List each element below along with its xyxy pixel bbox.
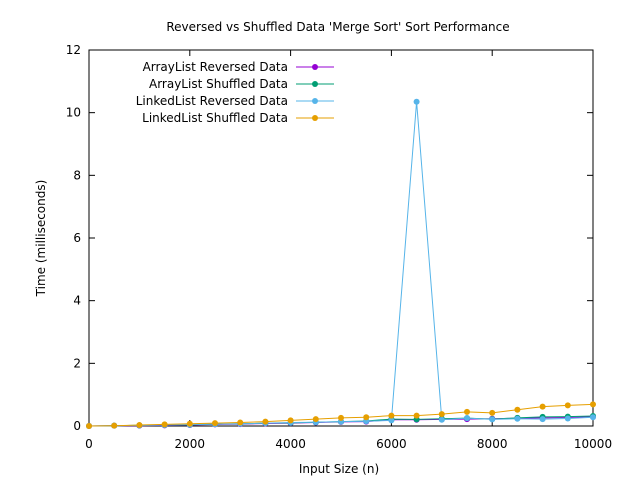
data-point <box>312 416 319 423</box>
data-point <box>262 418 269 425</box>
x-tick-label: 0 <box>85 437 93 451</box>
x-tick-label: 4000 <box>275 437 306 451</box>
data-point <box>413 98 420 105</box>
data-point <box>539 403 546 410</box>
data-point <box>111 422 118 429</box>
data-point <box>514 406 521 413</box>
data-point <box>161 421 168 428</box>
y-tick-label: 0 <box>73 419 81 433</box>
y-tick-label: 12 <box>66 43 81 57</box>
y-axis-label: Time (milliseconds) <box>34 180 48 298</box>
data-point <box>338 414 344 421</box>
legend: ArrayList Reversed Data ArrayList Shuffle… <box>136 60 334 125</box>
legend-label: ArrayList Reversed Data <box>143 60 288 74</box>
y-tick-label: 2 <box>73 356 81 370</box>
chart-title: Reversed vs Shuffled Data 'Merge Sort' S… <box>166 20 509 34</box>
data-point <box>564 402 571 409</box>
data-point <box>464 408 470 415</box>
data-point <box>363 414 370 421</box>
data-point <box>489 416 496 423</box>
legend-marker <box>312 81 318 87</box>
series-3 <box>86 401 596 429</box>
data-point <box>438 411 445 418</box>
data-point <box>564 415 571 422</box>
data-point <box>136 422 143 429</box>
x-tick-label: 8000 <box>477 437 508 451</box>
x-axis: 0 2000 4000 6000 8000 10000 <box>85 50 612 451</box>
legend-label: ArrayList Shuffled Data <box>149 77 288 91</box>
data-point <box>86 423 92 429</box>
x-tick-label: 6000 <box>376 437 407 451</box>
legend-label: LinkedList Shuffled Data <box>142 111 288 125</box>
series-layer <box>86 98 596 429</box>
legend-marker <box>312 64 318 70</box>
data-point <box>237 419 244 426</box>
data-point <box>438 416 445 423</box>
data-point <box>539 416 546 423</box>
x-axis-label: Input Size (n) <box>299 462 379 476</box>
x-tick-label: 2000 <box>175 437 206 451</box>
data-point <box>590 414 596 421</box>
data-point <box>413 412 420 419</box>
y-tick-label: 4 <box>73 294 81 308</box>
data-point <box>489 409 496 416</box>
legend-label: LinkedList Reversed Data <box>136 94 288 108</box>
y-tick-label: 6 <box>73 231 81 245</box>
data-point <box>590 401 596 408</box>
x-tick-label: 10000 <box>574 437 612 451</box>
series-line <box>88 101 594 427</box>
legend-marker <box>312 115 318 121</box>
y-tick-label: 8 <box>73 168 81 182</box>
data-point <box>287 417 294 424</box>
data-point <box>514 415 521 422</box>
data-point <box>464 415 470 422</box>
series-2 <box>86 98 596 429</box>
data-point <box>388 412 395 419</box>
data-point <box>186 420 193 427</box>
data-point <box>212 420 218 427</box>
data-point <box>388 417 395 424</box>
y-tick-label: 10 <box>66 106 81 120</box>
legend-marker <box>312 98 318 104</box>
